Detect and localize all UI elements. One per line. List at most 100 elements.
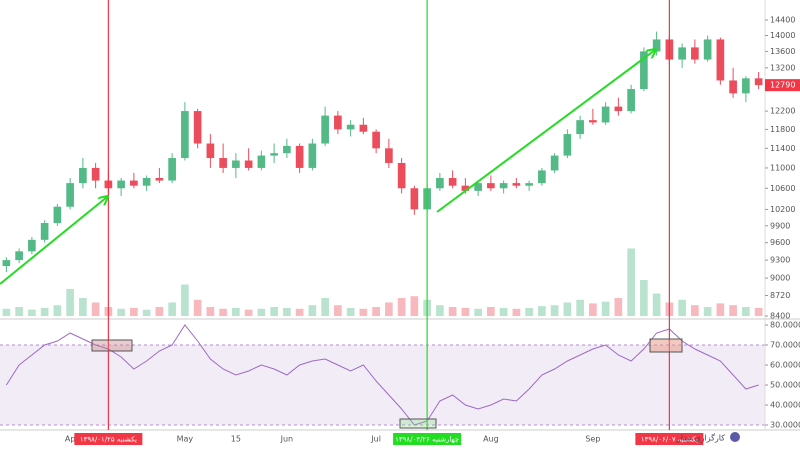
candle-body [691,47,699,60]
candle-body [614,106,623,112]
candle-body [181,111,189,159]
y-tick-label: 13200 [770,63,795,72]
candle-body [716,39,725,81]
volume-bar [40,307,49,316]
plot: 8400 8720 9000 9300 9600 9900 10200 10600 11000 1… [0,0,800,445]
volume-bar [525,307,533,316]
event-date-tag [635,433,704,445]
trend-arrow [436,50,655,213]
last-price-tag [765,79,800,92]
x-tick-label: Jun [280,435,294,444]
candle-body [601,106,610,123]
y-tick-label: 10200 [770,205,795,214]
candle-body [308,143,317,168]
volume-bar [576,299,584,316]
candle-body [53,206,62,224]
candle-body [321,115,329,144]
candle-body [219,158,227,168]
y-tick-label: 8400 [770,312,790,321]
y-tick-label: 9000 [770,274,790,283]
volume-bar [79,298,87,316]
x-tick-label: May [177,435,194,444]
volume-bar [716,303,725,316]
volume-bar [474,308,482,316]
candle-body [550,155,559,171]
candle-body [652,39,661,52]
x-tick-label: Ap [65,435,76,444]
candle-body [346,124,355,130]
candle-body [703,39,712,60]
y-tick-label: 14000 [770,31,795,40]
candle-body [729,80,737,94]
candle-body [538,170,546,184]
candle-body [474,183,482,191]
candle-body [742,78,750,94]
highlight-box [91,339,133,352]
volume-bar [334,305,342,316]
candle-body [627,89,635,112]
candle-body [155,178,164,181]
volume-bar [550,305,559,316]
volume-bar [244,309,253,316]
y-tick-label: 9300 [770,256,790,265]
candle-body [385,148,393,163]
volume-bar [397,298,406,316]
x-tick-label: Sep [585,435,600,444]
volume-bar [512,308,521,316]
volume-bar [359,308,368,316]
candle-body [678,47,686,60]
x-tick-label: 15 [231,435,241,444]
candle-body [130,180,138,186]
rsi-y-tick-label: 60.0000 [770,361,800,370]
y-tick-label: 14400 [770,16,795,25]
rsi-y-tick-label: 30.0000 [770,421,800,430]
volume-bar [372,307,380,316]
volume-bar [627,248,635,316]
event-date-label: یکشنبه ۱۳۹۸/۰۱/۲۵ [80,436,137,444]
candle-body [168,158,176,181]
volume-bar [53,305,62,316]
candle-body [589,120,597,123]
candle-body [66,183,74,207]
highlight-box [649,338,683,353]
volume-bar [232,307,240,316]
rsi-line [5,324,759,426]
last-price-label: 12790 [770,81,795,90]
volume-bar [499,307,508,316]
y-tick-label: 12200 [770,107,795,116]
volume-bar [2,308,11,316]
volume-bar [257,308,266,316]
rsi-y-tick-label: 50.0000 [770,381,800,390]
candle-body [754,78,763,86]
candle-body [640,51,648,90]
volume-bar [193,299,202,316]
candle-body [563,134,572,156]
rsi-band [0,345,765,425]
volume-bar [28,309,36,316]
y-tick-label: 11000 [770,163,795,172]
logo-icon [730,432,740,442]
candle-body [193,111,202,144]
volume-bar [91,302,100,316]
candle-body [359,124,368,132]
volume-bar [691,305,699,316]
candle-body [372,131,380,149]
highlight-box [399,418,437,429]
volume-bar [601,301,610,316]
volume-bar [678,299,686,316]
candle-body [257,155,266,168]
candle-body [91,167,100,181]
candle-body [28,239,36,252]
volume-bar [66,289,74,316]
volume-bar [270,307,278,316]
volume-bar [295,308,304,316]
volume-bar [385,302,393,316]
candle-body [142,178,151,186]
volume-bar [15,307,23,316]
x-tick-label: Aug [483,435,499,444]
volume-bar [155,307,164,316]
volume-bar [538,306,546,316]
y-tick-label: 11800 [770,125,795,134]
volume-bar [346,307,355,316]
